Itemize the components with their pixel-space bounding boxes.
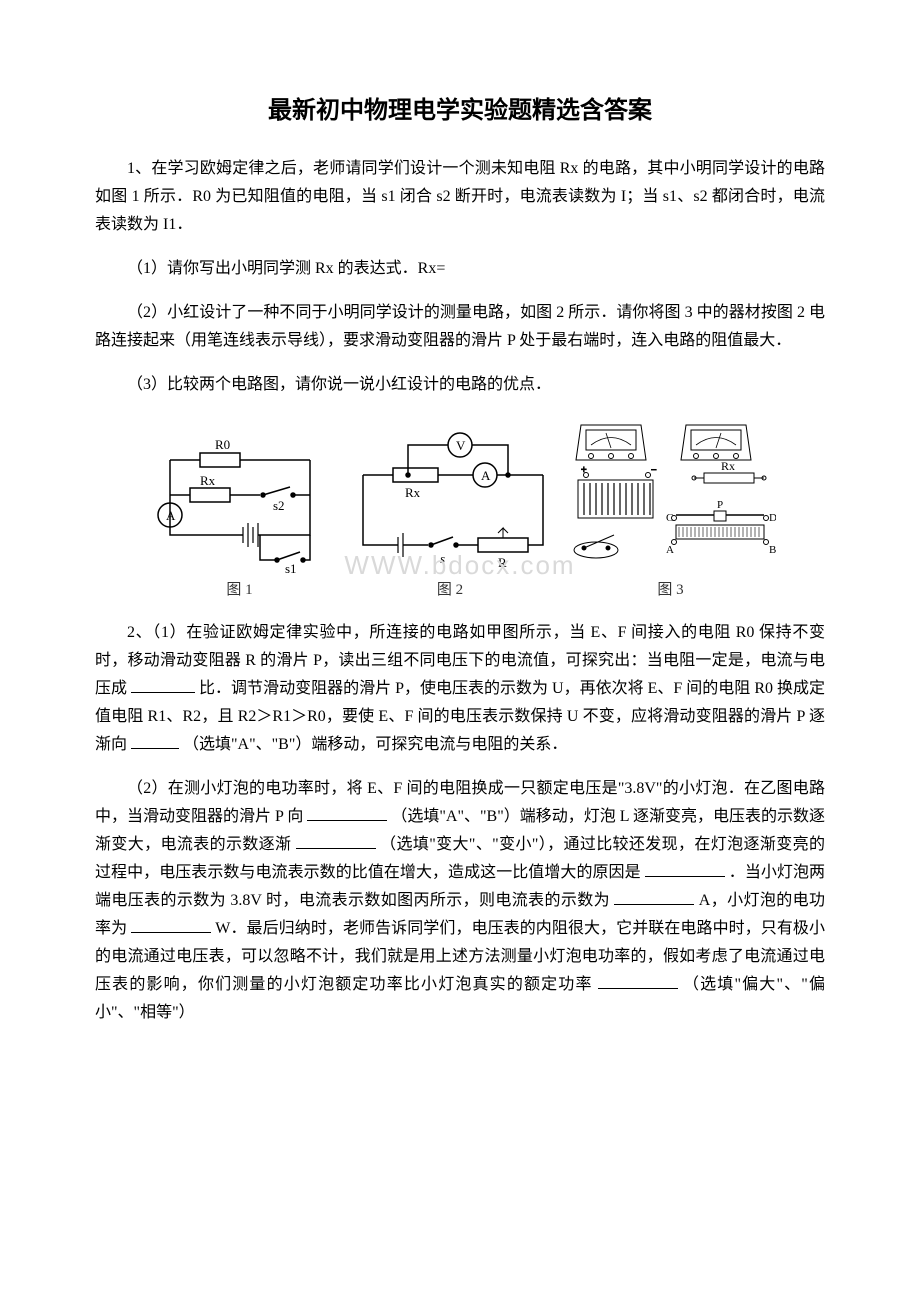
label-c: C	[666, 512, 673, 524]
label-s1: s1	[285, 561, 297, 575]
blank-7	[131, 917, 211, 933]
blank-5	[645, 861, 725, 877]
figure-1: R0 Rx s2 A s1 图 1	[145, 415, 335, 599]
q2-part2: （2）在测小灯泡的电功率时，将 E、F 间的电阻换成一只额定电压是"3.8V"的…	[95, 775, 825, 1027]
label-a2: A	[481, 468, 491, 483]
label-rx3: Rx	[721, 459, 735, 473]
page-title: 最新初中物理电学实验题精选含答案	[95, 90, 825, 125]
label-r: R	[498, 555, 507, 570]
label-a: A	[166, 508, 176, 523]
figure-2: V A Rx s R 图 2	[343, 415, 558, 599]
blank-2	[131, 733, 179, 749]
label-p: P	[717, 499, 723, 511]
q2-p1-c: （选填"A"、"B"）端移动，可探究电流与电阻的关系．	[183, 736, 567, 753]
label-ab-a: A	[666, 544, 674, 556]
q2-part1: 2、（1）在验证欧姆定律实验中，所连接的电路如甲图所示，当 E、F 间接入的电阻…	[95, 619, 825, 759]
label-d: D	[769, 512, 776, 524]
label-v: V	[456, 438, 466, 453]
label-r0: R0	[215, 437, 230, 452]
circuit-2-svg: V A Rx s R	[343, 415, 558, 575]
figure-3: + − Rx C D P A B 图 3	[566, 415, 776, 599]
blank-6	[614, 889, 694, 905]
fig3-label: 图 3	[657, 578, 683, 599]
fig1-label: 图 1	[226, 578, 252, 599]
figure-row-1: R0 Rx s2 A s1 图 1	[95, 415, 825, 599]
components-svg: + − Rx C D P A B	[566, 415, 776, 575]
blank-8	[598, 973, 678, 989]
blank-1	[131, 677, 195, 693]
label-rx2: Rx	[405, 485, 421, 500]
fig2-label: 图 2	[437, 578, 463, 599]
circuit-1-svg: R0 Rx s2 A s1	[145, 415, 335, 575]
svg-text:+: +	[581, 465, 587, 476]
q1-intro: 1、在学习欧姆定律之后，老师请同学们设计一个测未知电阻 Rx 的电路，其中小明同…	[95, 155, 825, 239]
q1-part3: （3）比较两个电路图，请你说一说小红设计的电路的优点．	[95, 371, 825, 399]
blank-3	[307, 805, 387, 821]
svg-text:−: −	[651, 465, 657, 476]
q1-part2: （2）小红设计了一种不同于小明同学设计的测量电路，如图 2 所示．请你将图 3 …	[95, 299, 825, 355]
label-s2: s2	[273, 498, 285, 513]
label-ab-b: B	[769, 544, 776, 556]
blank-4	[296, 833, 376, 849]
label-s: s	[440, 551, 445, 566]
q1-part1: （1）请你写出小明同学测 Rx 的表达式．Rx=	[95, 255, 825, 283]
label-rx: Rx	[200, 473, 216, 488]
